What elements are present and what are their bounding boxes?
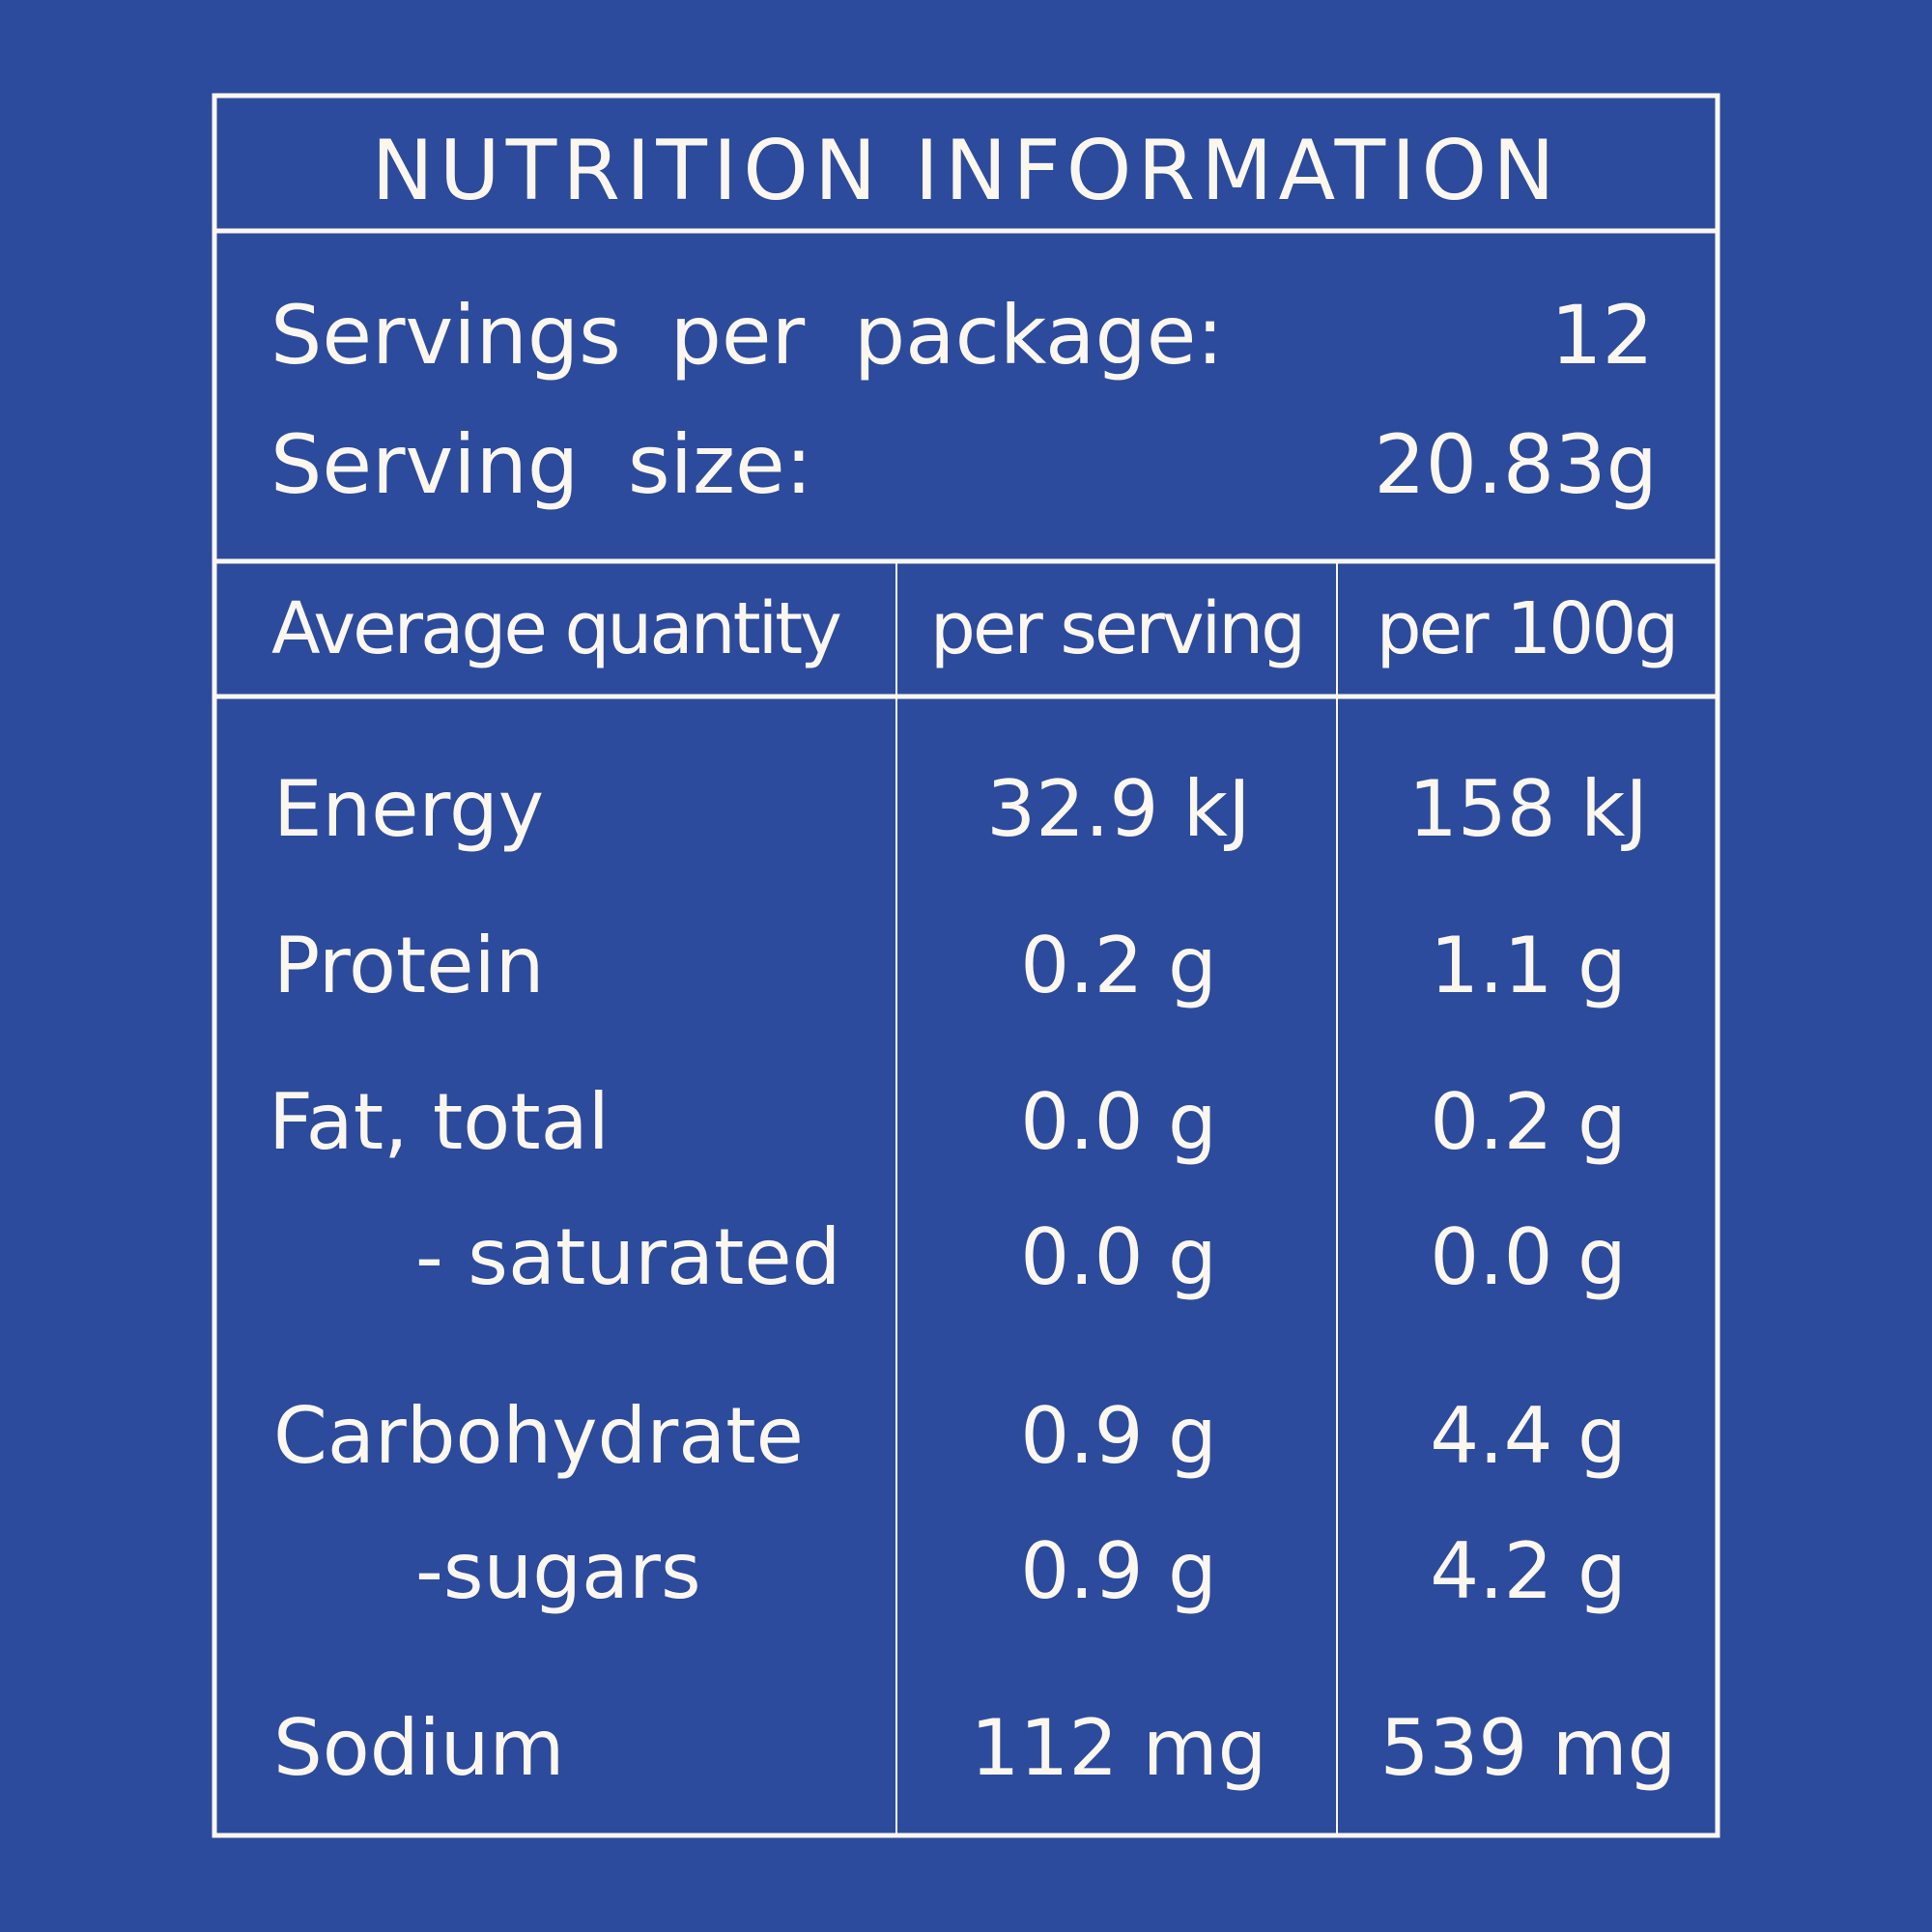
nutrient-label: Sodium <box>273 1703 564 1793</box>
per-100g: 0.0 g <box>1430 1212 1626 1302</box>
nutrient-label: Fat, total <box>269 1077 610 1167</box>
nutrient-label: Carbohydrate <box>273 1391 804 1481</box>
nutrient-rows: Energy 32.9 kJ 158 kJ Protein 0.2 g 1.1 … <box>269 764 1676 1793</box>
serving-size-value: 20.83g <box>1374 417 1658 512</box>
per-100g: 4.2 g <box>1430 1526 1626 1616</box>
outer-border <box>212 93 1720 1838</box>
per-serving: 0.2 g <box>1020 921 1216 1010</box>
column-header: per serving <box>930 587 1303 670</box>
per-100g: 158 kJ <box>1408 764 1648 854</box>
table-frame <box>212 93 1720 1838</box>
nutrient-label: Energy <box>273 764 544 854</box>
per-serving: 112 mg <box>971 1703 1267 1793</box>
per-serving: 0.0 g <box>1020 1212 1216 1302</box>
column-header: Average quantity <box>271 587 840 670</box>
per-serving: 0.9 g <box>1020 1526 1216 1616</box>
nutrient-label: Protein <box>273 921 544 1010</box>
nutrient-label: -sugars <box>415 1526 701 1616</box>
title: NUTRITION INFORMATION <box>371 123 1560 219</box>
nutrient-label: - saturated <box>415 1212 840 1302</box>
column-header: per 100g <box>1377 587 1677 670</box>
serving-size-label: Serving size: <box>270 417 812 512</box>
per-serving: 0.0 g <box>1020 1077 1216 1167</box>
servings-value: 12 <box>1550 288 1654 383</box>
per-100g: 539 mg <box>1380 1703 1677 1793</box>
per-serving: 0.9 g <box>1020 1391 1216 1481</box>
servings-label: Servings per package: <box>270 288 1224 383</box>
per-serving: 32.9 kJ <box>986 764 1250 854</box>
per-100g: 1.1 g <box>1430 921 1626 1010</box>
per-100g: 4.4 g <box>1430 1391 1626 1481</box>
per-100g: 0.2 g <box>1430 1077 1626 1167</box>
